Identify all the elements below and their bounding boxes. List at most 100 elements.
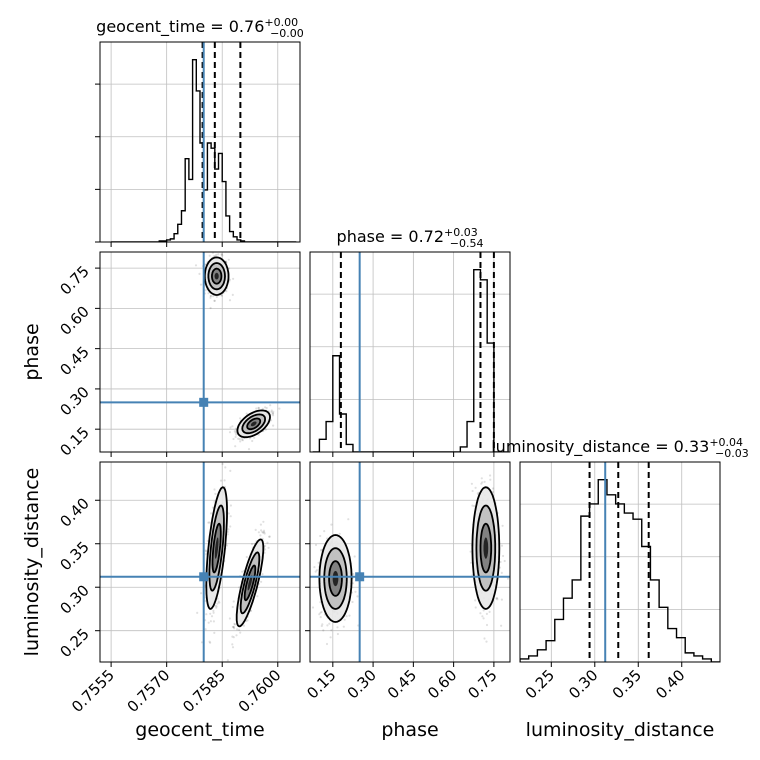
sample-point (228, 431, 232, 434)
sample-point (496, 598, 499, 601)
y-tick-label: 0.15 (56, 423, 92, 459)
sample-point (228, 299, 232, 302)
sample-point (320, 548, 323, 551)
sample-point (319, 616, 322, 619)
sample-point (220, 253, 224, 256)
sample-point (205, 550, 208, 553)
sample-point (263, 532, 266, 535)
panel-title-phase: phase = 0.72+0.03 −0.54 (337, 226, 484, 250)
title-plus: +0.00 (264, 16, 298, 29)
sample-point (217, 253, 220, 256)
sample-point (320, 624, 323, 628)
sample-point (226, 533, 229, 536)
histogram-phase (312, 268, 508, 452)
sample-point (221, 254, 224, 257)
sample-point (213, 244, 215, 246)
sample-point (220, 253, 223, 256)
hist-panel-luminosity_distance: luminosity_distance = 0.33+0.04 −0.03 (491, 436, 749, 663)
sample-point (208, 521, 211, 524)
sample-point (348, 614, 351, 617)
sample-point (245, 412, 248, 415)
sample-point (207, 621, 210, 624)
y-axis-label-luminosity_distance: luminosity_distance (21, 468, 43, 657)
sample-point (313, 566, 316, 569)
sample-point (268, 535, 271, 538)
sample-point (213, 631, 216, 635)
sample-point (270, 410, 273, 413)
x-tick-label: 0.7570 (124, 666, 174, 716)
panel-frame (99, 461, 301, 663)
y-tick-label: 0.35 (56, 538, 92, 574)
sample-point (223, 479, 226, 482)
sample-point (210, 615, 214, 618)
sample-point (264, 406, 267, 409)
sample-point (205, 553, 208, 556)
sample-point (211, 506, 215, 509)
sample-point (314, 570, 317, 573)
sample-point (474, 486, 477, 489)
sample-point (233, 622, 236, 626)
sample-point (318, 613, 321, 616)
sample-point (226, 530, 229, 534)
sample-point (474, 606, 477, 609)
sample-point (250, 542, 254, 546)
sample-point (234, 435, 237, 439)
histogram-luminosity_distance (520, 478, 720, 662)
sample-point (352, 573, 355, 576)
sample-point (209, 620, 212, 623)
y-tick-label: 0.45 (56, 343, 92, 379)
sample-point (208, 254, 211, 257)
sample-point (271, 412, 274, 415)
density-contour (235, 538, 265, 628)
sample-point (232, 437, 235, 441)
sample-point (234, 427, 238, 430)
panel-frame (99, 251, 301, 453)
sample-point (500, 598, 503, 601)
sample-point (485, 640, 488, 643)
truth-marker (355, 572, 365, 582)
x-tick-label: 0.30 (565, 666, 601, 702)
sample-point (238, 628, 241, 632)
density-contour (246, 417, 262, 431)
sample-point (473, 505, 476, 508)
sample-point (485, 623, 489, 627)
sample-point (255, 407, 258, 410)
density-fill (247, 575, 253, 591)
hist-panel-geocent_time: geocent_time = 0.76+0.00 −0.00 (95, 16, 304, 243)
sample-point (229, 469, 232, 472)
density-contour (207, 262, 226, 291)
sample-point (226, 659, 229, 662)
sample-point (272, 414, 275, 417)
sample-point (224, 466, 227, 469)
x-tick-label: 0.35 (609, 666, 645, 702)
sample-point (317, 561, 320, 564)
sample-point (336, 626, 339, 629)
panel-frame (309, 251, 511, 453)
sample-point (229, 525, 232, 528)
sample-point (236, 628, 239, 631)
density-contour (471, 486, 501, 610)
panel-contents (100, 244, 300, 452)
title-minus: −0.00 (270, 27, 304, 40)
sample-point (239, 417, 242, 420)
sample-point (207, 521, 210, 524)
panels: geocent_time = 0.76+0.00 −0.00 phase = 0.7… (21, 16, 749, 741)
sample-point (215, 605, 218, 608)
sample-point (319, 611, 322, 614)
panel-frame (309, 461, 511, 663)
sample-point (272, 424, 275, 427)
sample-point (251, 439, 254, 443)
sample-point (474, 599, 477, 602)
sample-point (470, 561, 473, 564)
sample-point (204, 289, 207, 292)
sample-point (231, 625, 234, 629)
sample-point (204, 628, 207, 631)
sample-point (488, 610, 491, 614)
x-tick-label: 0.45 (384, 666, 420, 702)
sample-point (207, 292, 210, 295)
sample-point (260, 580, 263, 583)
sample-point (213, 299, 216, 302)
sample-point (479, 612, 482, 615)
sample-point (234, 445, 237, 448)
sample-point (227, 528, 230, 531)
